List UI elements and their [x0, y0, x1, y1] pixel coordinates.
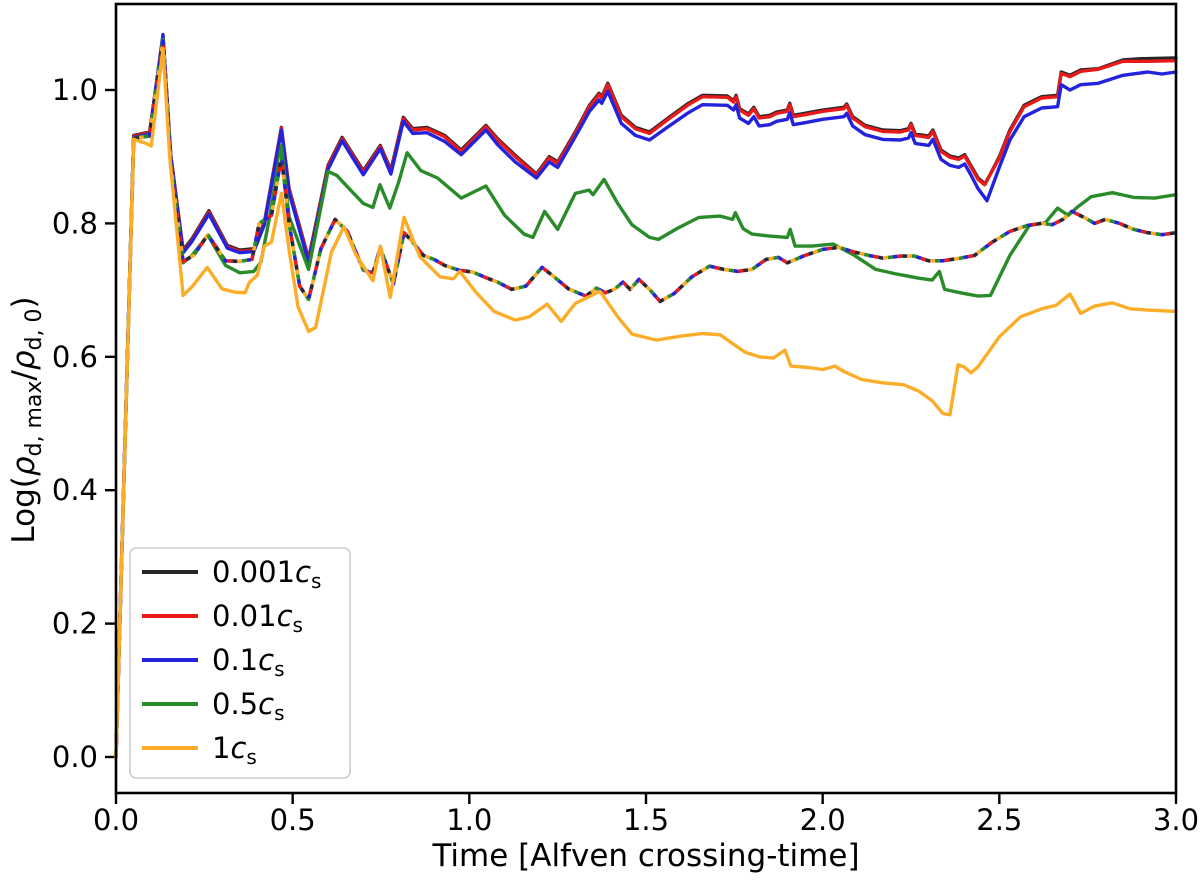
- dotted-overlay-line-0: [114, 39, 1177, 758]
- legend-label-part: c: [258, 687, 274, 721]
- y-axis-label-segment: ): [6, 296, 42, 308]
- legend-label: 0.1cs: [212, 643, 285, 681]
- x-tick-label: 2.0: [800, 803, 846, 837]
- legend-label-part: 1: [212, 731, 230, 765]
- x-tick-label: 2.5: [976, 803, 1022, 837]
- legend-box: [129, 547, 351, 779]
- y-axis-label: Log(ρd, max/ρd, 0): [6, 296, 47, 543]
- legend-label-part: s: [246, 745, 256, 769]
- y-tick-label: 0.4: [52, 473, 98, 507]
- x-tick-label: 3.0: [1153, 803, 1199, 837]
- x-tick-label: 1.0: [446, 803, 492, 837]
- legend-label: 0.5cs: [212, 687, 285, 725]
- legend-label-part: 0.5: [212, 687, 258, 721]
- legend-label: 0.001cs: [212, 555, 321, 593]
- legend-label-part: c: [230, 731, 246, 765]
- legend-label-part: c: [295, 555, 311, 589]
- legend-label: 1cs: [212, 731, 257, 769]
- legend-label-part: s: [274, 701, 284, 725]
- y-tick-label: 0.6: [52, 340, 98, 374]
- legend-label-part: 0.1: [212, 643, 258, 677]
- series-1cs-line: [114, 46, 1178, 759]
- y-axis-label-segment: d, 0: [22, 308, 47, 350]
- x-tick-label: 0.0: [93, 803, 139, 837]
- y-axis-label-segment: /: [6, 370, 42, 381]
- legend-label: 0.01cs: [212, 599, 303, 637]
- plot-frame: [114, 2, 1178, 795]
- legend-label-part: s: [274, 657, 284, 681]
- legend-label-part: 0.001: [212, 555, 295, 589]
- y-axis-label-segment: d, max: [22, 381, 47, 457]
- x-axis-label: Time [Alfven crossing-time]: [431, 838, 859, 874]
- y-tick-label: 1.0: [52, 73, 98, 107]
- y-tick-label: 0.8: [52, 206, 98, 240]
- legend-label-part: s: [293, 613, 303, 637]
- y-axis-label-segment: Log(: [6, 476, 42, 543]
- legend-label-part: s: [311, 569, 321, 593]
- x-tick-label: 1.5: [623, 803, 669, 837]
- legend-label-part: c: [258, 643, 274, 677]
- legend-label-part: 0.01: [212, 599, 277, 633]
- legend-label-part: c: [277, 599, 293, 633]
- y-tick-label: 0.0: [52, 740, 98, 774]
- y-axis-label-segment: ρ: [6, 350, 42, 370]
- x-tick-label: 0.5: [270, 803, 316, 837]
- y-tick-label: 0.2: [52, 607, 98, 641]
- y-axis-label-segment: ρ: [6, 456, 42, 476]
